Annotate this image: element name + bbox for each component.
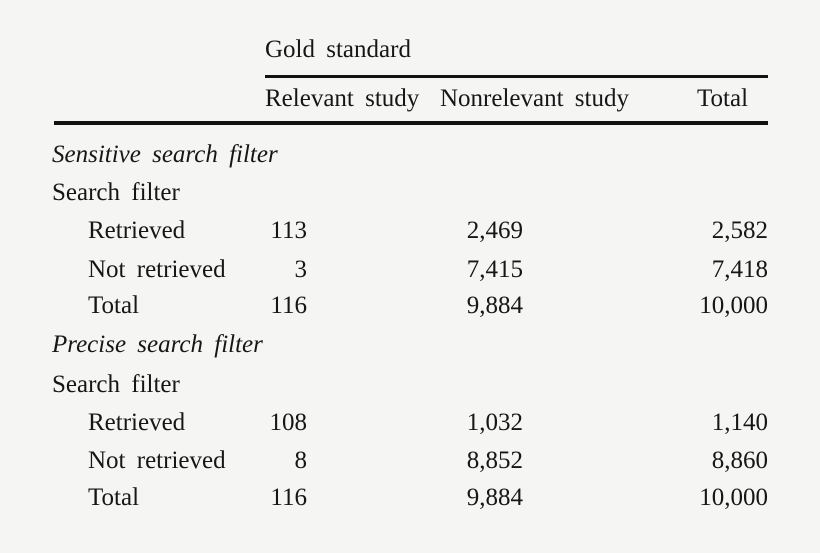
cell-relevant: 116 [270,292,307,319]
table-row: Retrieved 113 2,469 2,582 [52,217,768,247]
cell-nonrelevant: 9,884 [466,484,523,511]
cell-nonrelevant: 8,852 [466,447,523,474]
row-label-total: Total [88,484,140,511]
column-header-total: Total [697,85,749,112]
cell-nonrelevant: 2,469 [466,217,523,244]
column-header-relevant-study: Relevant study [265,85,420,112]
group-label-row: Search filter [52,371,768,401]
section-title-sensitive: Sensitive search filter [52,141,278,168]
cell-relevant: 8 [294,447,308,474]
cell-relevant: 108 [269,409,308,436]
cell-total: 10,000 [699,292,768,319]
cell-total: 1,140 [711,409,768,436]
table-row: Retrieved 108 1,032 1,140 [52,409,768,439]
cell-relevant: 113 [270,217,307,244]
table-row: Total 116 9,884 10,000 [52,292,768,322]
section-title-row: Sensitive search filter [52,141,768,171]
header-separator-rule [54,121,768,125]
cell-total: 10,000 [699,484,768,511]
cell-nonrelevant: 1,032 [466,409,523,436]
column-spanner-heading: Gold standard [265,36,411,63]
cell-nonrelevant: 9,884 [466,292,523,319]
row-label-not-retrieved: Not retrieved [88,256,226,283]
section-title-row: Precise search filter [52,331,768,361]
group-label-search-filter: Search filter [52,179,180,206]
row-label-retrieved: Retrieved [88,409,186,436]
cell-total: 8,860 [711,447,768,474]
table-row: Total 116 9,884 10,000 [52,484,768,514]
row-label-total: Total [88,292,140,319]
column-header-nonrelevant-study: Nonrelevant study [440,85,629,112]
row-label-retrieved: Retrieved [88,217,186,244]
cell-relevant: 116 [270,484,307,511]
group-label-search-filter: Search filter [52,371,180,398]
cell-total: 2,582 [711,217,768,244]
row-label-not-retrieved: Not retrieved [88,447,226,474]
group-label-row: Search filter [52,179,768,209]
cell-nonrelevant: 7,415 [466,256,523,283]
section-title-precise: Precise search filter [52,331,263,358]
spanner-underline-rule [265,75,768,78]
table-row: Not retrieved 8 8,852 8,860 [52,447,768,477]
cell-relevant: 3 [294,256,308,283]
cell-total: 7,418 [711,256,768,283]
table-row: Not retrieved 3 7,415 7,418 [52,256,768,286]
